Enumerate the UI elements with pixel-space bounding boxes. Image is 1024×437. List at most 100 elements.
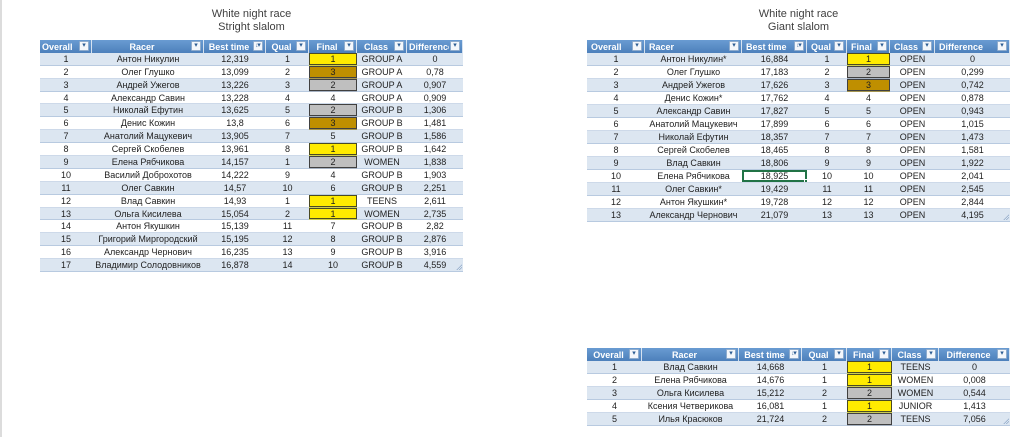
filter-dropdown-icon[interactable]: ▾ [191, 41, 201, 51]
cell-racer[interactable]: Денис Кожин* [645, 92, 742, 105]
cell-best[interactable]: 14,157 [204, 156, 266, 169]
cell-racer[interactable]: Антон Якушкин [92, 220, 204, 234]
cell-final[interactable]: 2 [847, 387, 892, 400]
column-header-best-time[interactable]: Best time ↓ ▾ [739, 348, 802, 361]
cell-final[interactable]: 1 [847, 400, 892, 413]
cell-final[interactable]: 8 [847, 144, 890, 157]
cell-qual[interactable]: 1 [266, 194, 309, 208]
cell-best[interactable]: 13,905 [204, 130, 266, 144]
column-header-class[interactable]: Class ▾ [890, 40, 935, 53]
cell-best[interactable]: 18,925 [742, 170, 807, 183]
cell-best[interactable]: 19,429 [742, 183, 807, 196]
cell-overall[interactable]: 5 [587, 105, 645, 118]
cell-qual[interactable]: 12 [807, 196, 847, 209]
cell-best[interactable]: 21,079 [742, 209, 807, 222]
cell-racer[interactable]: Влад Савкин [645, 157, 742, 170]
cell-racer[interactable]: Антон Никулин* [645, 53, 742, 66]
cell-racer[interactable]: Илья Красюков [642, 413, 739, 426]
cell-racer[interactable]: Ксения Четверикова [642, 400, 739, 413]
sort-filter-dropdown-icon[interactable]: ↓ ▾ [789, 349, 799, 359]
filter-dropdown-icon[interactable]: ▾ [879, 349, 889, 359]
cell-overall[interactable]: 3 [587, 387, 642, 400]
cell-qual[interactable]: 7 [266, 130, 309, 144]
cell-best[interactable]: 15,195 [204, 233, 266, 247]
cell-class[interactable]: GROUP B [357, 246, 407, 260]
cell-qual[interactable]: 1 [266, 156, 309, 169]
cell-overall[interactable]: 11 [587, 183, 645, 196]
cell-qual[interactable]: 12 [266, 233, 309, 247]
cell-qual[interactable]: 13 [266, 246, 309, 260]
cell-final[interactable]: 4 [847, 92, 890, 105]
cell-best[interactable]: 18,465 [742, 144, 807, 157]
cell-final[interactable]: 1 [847, 53, 890, 66]
cell-racer[interactable]: Елена Рябчикова [645, 170, 742, 183]
cell-racer[interactable]: Елена Рябчикова [642, 374, 739, 387]
cell-final[interactable]: 10 [847, 170, 890, 183]
cell-diff[interactable]: 7,056 [939, 413, 1010, 426]
column-header-racer[interactable]: Racer ▾ [645, 40, 742, 53]
filter-dropdown-icon[interactable]: ▾ [629, 349, 639, 359]
cell-qual[interactable]: 2 [266, 207, 309, 221]
cell-qual[interactable]: 13 [807, 209, 847, 222]
cell-racer[interactable]: Ольга Кисилева [642, 387, 739, 400]
cell-racer[interactable]: Антон Якушкин* [645, 196, 742, 209]
cell-overall[interactable]: 3 [40, 78, 92, 92]
column-header-racer[interactable]: Racer ▾ [92, 40, 204, 53]
cell-class[interactable]: GROUP B [357, 143, 407, 157]
cell-diff[interactable]: 3,916 [407, 246, 463, 260]
cell-class[interactable]: OPEN [890, 118, 935, 131]
filter-dropdown-icon[interactable]: ▾ [726, 349, 736, 359]
column-header-qual[interactable]: Qual ▾ [266, 40, 309, 53]
column-header-final[interactable]: Final ▾ [847, 348, 892, 361]
cell-racer[interactable]: Олег Савкин* [645, 183, 742, 196]
column-header-difference[interactable]: Difference ▾ [407, 40, 463, 53]
cell-racer[interactable]: Владимир Солодовников [92, 259, 204, 273]
cell-best[interactable]: 15,139 [204, 220, 266, 234]
sort-filter-dropdown-icon[interactable]: ↓ ▾ [253, 41, 263, 51]
filter-dropdown-icon[interactable]: ▾ [834, 349, 844, 359]
cell-racer[interactable]: Александр Савин [645, 105, 742, 118]
column-header-overall[interactable]: Overall ▾ [40, 40, 92, 53]
cell-overall[interactable]: 10 [40, 168, 92, 182]
cell-diff[interactable]: 0,008 [939, 374, 1010, 387]
cell-diff[interactable]: 2,844 [935, 196, 1010, 209]
cell-qual[interactable]: 10 [807, 170, 847, 183]
cell-qual[interactable]: 1 [802, 361, 847, 374]
cell-best[interactable]: 13,8 [204, 117, 266, 131]
cell-racer[interactable]: Сергей Скобелев [92, 143, 204, 157]
cell-final[interactable]: 13 [847, 209, 890, 222]
cell-diff[interactable]: 0,299 [935, 66, 1010, 79]
cell-final[interactable]: 2 [309, 104, 357, 118]
cell-final[interactable]: 10 [309, 259, 357, 273]
cell-class[interactable]: TEENS [892, 413, 939, 426]
filter-dropdown-icon[interactable]: ▾ [834, 41, 844, 51]
cell-diff[interactable]: 0,544 [939, 387, 1010, 400]
cell-class[interactable]: GROUP B [357, 259, 407, 273]
cell-qual[interactable]: 4 [266, 91, 309, 105]
cell-racer[interactable]: Влад Савкин [642, 361, 739, 374]
cell-overall[interactable]: 2 [587, 374, 642, 387]
cell-best[interactable]: 17,183 [742, 66, 807, 79]
filter-dropdown-icon[interactable]: ▾ [922, 41, 932, 51]
cell-final[interactable]: 9 [847, 157, 890, 170]
cell-racer[interactable]: Олег Глушко [92, 65, 204, 79]
cell-racer[interactable]: Григорий Миргородский [92, 233, 204, 247]
filter-dropdown-icon[interactable]: ▾ [926, 349, 936, 359]
cell-racer[interactable]: Олег Савкин [92, 181, 204, 195]
cell-qual[interactable]: 2 [266, 65, 309, 79]
cell-overall[interactable]: 7 [587, 131, 645, 144]
cell-diff[interactable]: 1,306 [407, 104, 463, 118]
cell-qual[interactable]: 6 [807, 118, 847, 131]
cell-qual[interactable]: 5 [807, 105, 847, 118]
cell-overall[interactable]: 10 [587, 170, 645, 183]
cell-class[interactable]: OPEN [890, 66, 935, 79]
cell-qual[interactable]: 10 [266, 181, 309, 195]
cell-best[interactable]: 13,228 [204, 91, 266, 105]
filter-dropdown-icon[interactable]: ▾ [877, 41, 887, 51]
column-header-class[interactable]: Class ▾ [892, 348, 939, 361]
cell-best[interactable]: 14,222 [204, 168, 266, 182]
cell-class[interactable]: GROUP A [357, 52, 407, 66]
cell-diff[interactable]: 2,251 [407, 181, 463, 195]
cell-qual[interactable]: 1 [266, 52, 309, 66]
cell-qual[interactable]: 5 [266, 104, 309, 118]
